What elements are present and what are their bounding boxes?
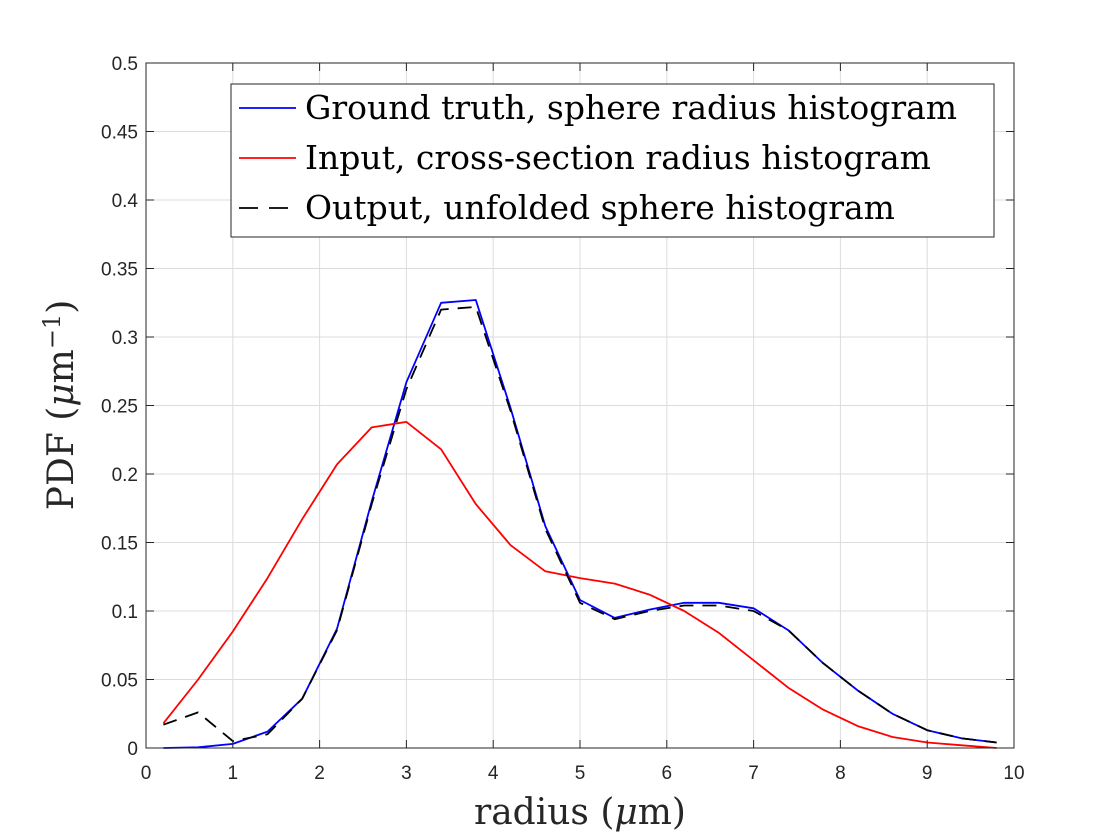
legend-box xyxy=(230,83,995,238)
x-tick-label: 0 xyxy=(141,763,152,784)
y-tick-label: 0.15 xyxy=(101,534,138,555)
y-axis-title: PDF (μm−1) xyxy=(38,300,82,511)
x-tick-label: 9 xyxy=(922,763,933,784)
y-tick-label: 0.2 xyxy=(112,465,138,486)
legend-label-1: Ground truth, sphere radius histogram xyxy=(305,88,957,127)
legend-label-3: Output, unfolded sphere histogram xyxy=(305,188,895,227)
y-tick-label: 0.5 xyxy=(112,54,138,75)
y-tick-label: 0.05 xyxy=(101,671,138,692)
y-tick-label: 0.25 xyxy=(101,397,138,418)
x-tick-label: 4 xyxy=(488,763,499,784)
legend-label-2: Input, cross-section radius histogram xyxy=(305,138,931,177)
y-tick-label: 0 xyxy=(127,739,138,760)
legend: Ground truth, sphere radius histogram Inp… xyxy=(230,83,995,238)
x-tick-label: 6 xyxy=(662,763,673,784)
x-tick-label: 8 xyxy=(835,763,846,784)
x-tick-label: 2 xyxy=(314,763,325,784)
legend-entries: Ground truth, sphere radius histogram Inp… xyxy=(239,88,957,227)
series-lines xyxy=(162,299,997,749)
x-tick-label: 1 xyxy=(228,763,239,784)
y-tick-label: 0.1 xyxy=(112,602,138,623)
y-tick-label: 0.45 xyxy=(101,123,138,144)
series-line-2 xyxy=(162,420,997,749)
x-axis-title: radius (μm) xyxy=(474,792,686,833)
x-tick-label: 10 xyxy=(1003,763,1024,784)
y-tick-label: 0.35 xyxy=(101,260,138,281)
y-tick-label: 0.4 xyxy=(112,191,139,212)
y-tick-label: 0.3 xyxy=(112,328,138,349)
series-line-3 xyxy=(163,305,997,744)
x-tick-label: 7 xyxy=(748,763,759,784)
x-tick-label: 5 xyxy=(575,763,586,784)
axis-ticks: 0 1 2 3 4 5 6 7 8 9 10 0 0.05 0.1 0.15 0.2 0.25 0.3 0.35 0.… xyxy=(101,54,1025,784)
x-tick-label: 3 xyxy=(401,763,412,784)
